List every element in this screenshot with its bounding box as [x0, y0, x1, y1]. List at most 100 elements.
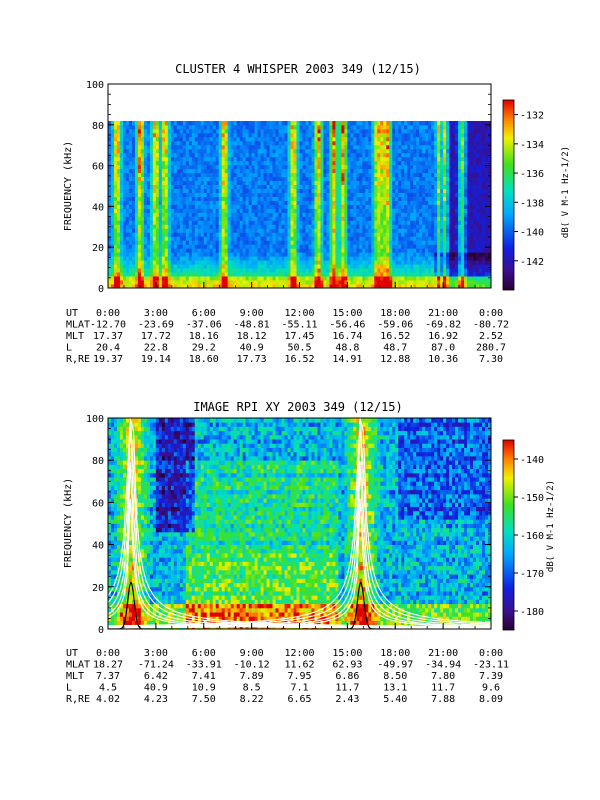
heat-cell	[383, 160, 387, 166]
heat-cell	[278, 248, 282, 253]
heat-cell	[191, 121, 196, 126]
heat-cell	[362, 244, 366, 249]
heat-cell	[344, 164, 348, 170]
heat-cell	[209, 200, 214, 205]
heat-cell	[296, 236, 300, 241]
heat-cell	[371, 200, 375, 205]
heat-cell	[350, 264, 354, 269]
heat-cell	[230, 212, 235, 217]
heat-cell	[419, 168, 423, 174]
heat-cell	[245, 232, 250, 237]
heat-cell	[119, 276, 124, 281]
heat-cell	[293, 132, 297, 138]
heat-cell	[344, 280, 348, 285]
heat-cell	[263, 220, 267, 225]
heat-cell	[290, 240, 294, 245]
heat-cell	[284, 196, 288, 201]
heat-cell	[146, 204, 151, 209]
heat-cell	[113, 144, 118, 150]
heat-cell	[392, 164, 396, 170]
heat-cell	[419, 224, 423, 229]
heat-cell	[335, 268, 339, 273]
heat-cell	[383, 260, 387, 265]
heat-cell	[431, 208, 435, 213]
heat-cell	[353, 180, 357, 186]
heat-cell	[332, 148, 336, 154]
heat-cell	[119, 144, 124, 150]
heat-cell	[455, 140, 459, 146]
heat-cell	[392, 212, 396, 217]
heat-cell	[332, 220, 336, 225]
heat-cell	[434, 121, 438, 126]
heat-cell	[176, 276, 181, 281]
heat-cell	[260, 172, 264, 178]
heat-cell	[446, 244, 450, 249]
heat-cell	[260, 140, 264, 146]
heat-cell	[413, 252, 417, 257]
heat-cell	[407, 236, 411, 241]
heat-cell	[272, 160, 276, 166]
heat-cell	[452, 272, 456, 277]
heat-cell	[302, 124, 306, 130]
heat-cell	[215, 176, 220, 182]
heat-cell	[230, 244, 235, 249]
heat-cell	[455, 220, 459, 225]
heat-cell	[191, 184, 196, 189]
heat-cell	[125, 276, 130, 281]
heat-cell	[218, 184, 223, 189]
heat-cell	[152, 148, 157, 154]
heat-cell	[278, 184, 282, 189]
heat-cell	[119, 184, 124, 189]
heat-cell	[128, 268, 133, 273]
heat-cell	[353, 220, 357, 225]
heat-cell	[416, 224, 420, 229]
heat-cell	[221, 180, 226, 186]
heat-cell	[170, 168, 175, 174]
heat-cell	[377, 160, 381, 166]
heat-cell	[227, 121, 232, 126]
heat-cell	[257, 252, 261, 257]
heat-cell	[320, 140, 324, 146]
heat-cell	[299, 148, 303, 154]
heat-cell	[188, 208, 193, 213]
heat-cell	[437, 192, 441, 197]
heat-cell	[380, 121, 384, 126]
heat-cell	[395, 196, 399, 201]
heat-cell	[236, 236, 241, 241]
heat-cell	[305, 264, 309, 269]
heat-cell	[203, 124, 208, 130]
heat-cell	[179, 220, 184, 225]
heat-cell	[461, 248, 465, 253]
heat-cell	[108, 212, 112, 217]
heat-cell	[347, 260, 351, 265]
heat-cell	[275, 260, 279, 265]
heat-cell	[365, 208, 369, 213]
heat-cell	[200, 160, 205, 166]
heat-cell	[203, 216, 208, 221]
heat-cell	[137, 196, 142, 201]
heat-cell	[146, 164, 151, 170]
heat-cell	[164, 200, 169, 205]
heat-cell	[137, 156, 142, 162]
heat-cell	[410, 240, 414, 245]
heat-cell	[116, 260, 121, 265]
heat-cell	[455, 244, 459, 249]
heat-cell	[410, 260, 414, 265]
heat-cell	[209, 188, 214, 193]
heat-cell	[386, 156, 390, 162]
heat-cell	[161, 204, 166, 209]
heat-cell	[179, 280, 184, 285]
heat-cell	[122, 256, 127, 261]
heat-cell	[110, 240, 115, 245]
heat-cell	[422, 172, 426, 178]
heat-cell	[179, 140, 184, 146]
heat-cell	[446, 220, 450, 225]
heat-cell	[185, 240, 190, 245]
heat-cell	[356, 236, 360, 241]
heat-cell	[365, 124, 369, 130]
heat-cell	[320, 148, 324, 154]
heat-cell	[131, 196, 136, 201]
heat-cell	[287, 268, 291, 273]
heat-cell	[215, 204, 220, 209]
heat-cell	[263, 284, 267, 288]
